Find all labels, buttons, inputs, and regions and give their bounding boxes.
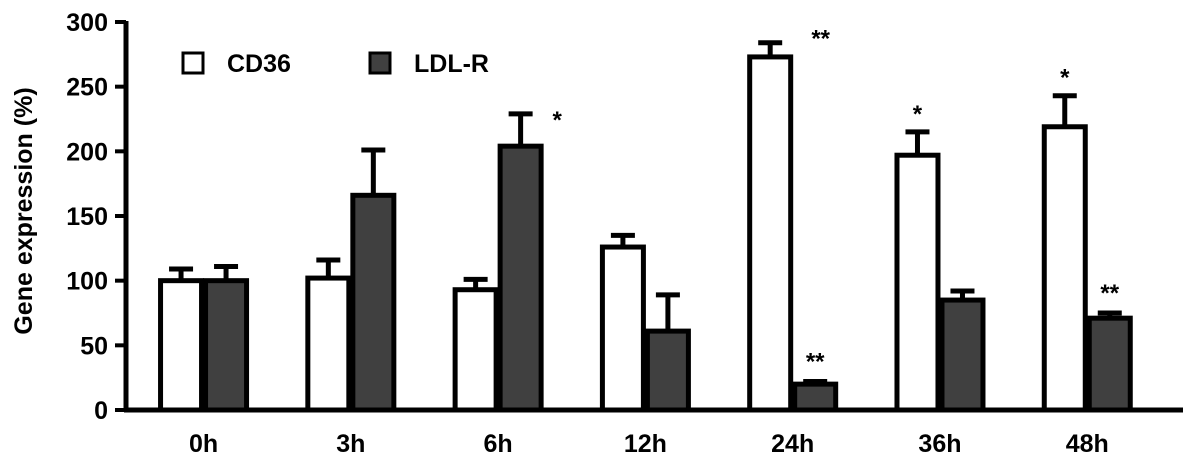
bar xyxy=(158,278,205,413)
bar xyxy=(350,192,397,413)
legend-swatch xyxy=(368,51,392,75)
x-tick-label: 24h xyxy=(771,430,814,458)
axes xyxy=(123,21,1183,413)
legend-swatch xyxy=(181,51,205,75)
bar xyxy=(203,278,250,413)
y-tick-label: 300 xyxy=(66,9,108,37)
x-tick-label: 6h xyxy=(484,430,513,458)
bar xyxy=(1086,315,1133,413)
bar xyxy=(939,297,986,413)
significance-marker: * xyxy=(1060,65,1070,92)
bar xyxy=(452,287,499,413)
bar xyxy=(747,54,794,413)
significance-marker: * xyxy=(913,101,923,128)
legend-label: CD36 xyxy=(227,50,291,78)
bar xyxy=(644,328,691,413)
bar xyxy=(497,143,544,413)
x-axis-labels: 0h 3h 6h 12h 24h 36h 48h xyxy=(189,430,1109,458)
error-bars xyxy=(169,40,1122,385)
x-tick-label: 36h xyxy=(918,430,961,458)
bar xyxy=(599,244,646,413)
y-axis-ticks: 0 50 100 150 200 250 300 xyxy=(66,9,126,425)
y-tick-label: 150 xyxy=(66,203,108,231)
bar xyxy=(1041,124,1088,413)
significance-marker: ** xyxy=(1100,280,1119,307)
bars xyxy=(158,54,1133,413)
significance-marker: * xyxy=(552,107,562,134)
legend-label: LDL-R xyxy=(414,50,489,78)
y-tick-label: 250 xyxy=(66,74,108,102)
bar xyxy=(792,381,839,413)
bar xyxy=(894,152,941,413)
x-tick-label: 48h xyxy=(1066,430,1109,458)
significance-marker: ** xyxy=(811,26,830,53)
y-axis-label: Gene expression (%) xyxy=(10,87,38,334)
x-tick-label: 3h xyxy=(336,430,365,458)
significance-markers: ********* xyxy=(552,26,1119,376)
bar xyxy=(305,275,352,413)
legend: CD36 LDL-R xyxy=(181,50,489,78)
x-tick-label: 12h xyxy=(624,430,667,458)
y-tick-label: 0 xyxy=(94,397,108,425)
y-tick-label: 200 xyxy=(66,138,108,166)
y-tick-label: 100 xyxy=(66,268,108,296)
y-tick-label: 50 xyxy=(80,332,108,360)
significance-marker: ** xyxy=(806,349,825,376)
x-tick-label: 0h xyxy=(189,430,218,458)
